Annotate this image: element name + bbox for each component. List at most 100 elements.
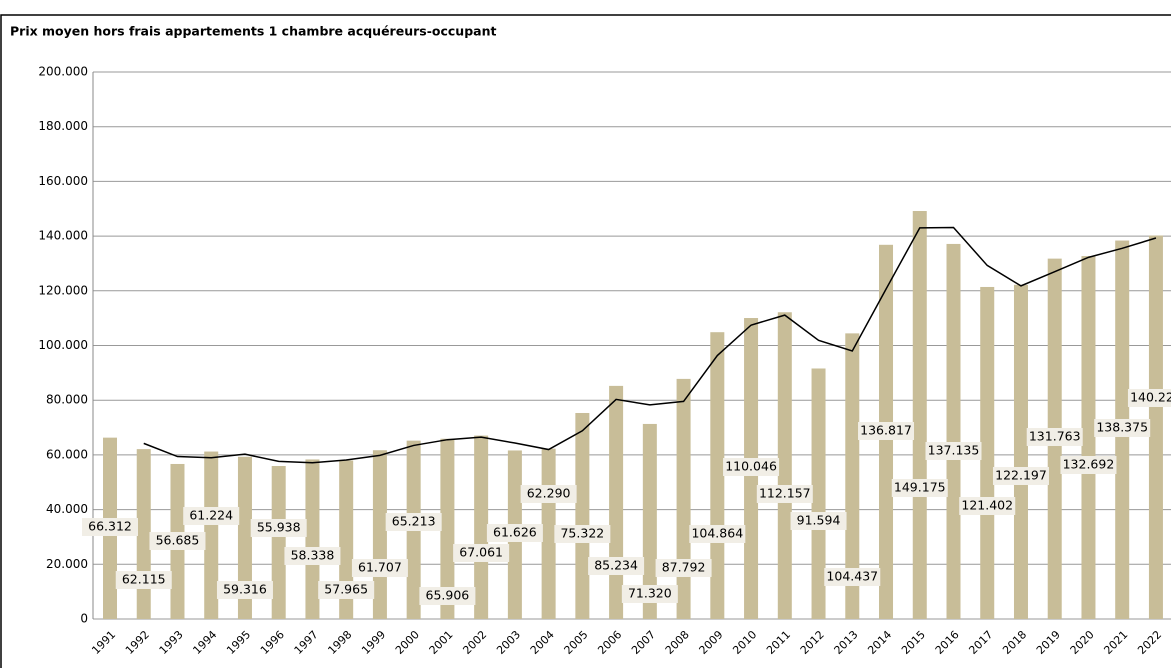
bar (777, 312, 792, 619)
data-label-text: 59.316 (223, 582, 267, 597)
x-tick-label: 2011 (764, 628, 793, 657)
data-label-text: 71.320 (628, 586, 672, 601)
data-label-text: 57.965 (324, 582, 368, 597)
data-label: 112.157 (756, 485, 813, 503)
bar (474, 435, 489, 619)
x-tick-label: 2001 (427, 628, 456, 657)
line (143, 226, 1157, 464)
bar (271, 466, 286, 619)
y-tick-label: 100.000 (38, 338, 88, 352)
x-tick-label: 1999 (359, 628, 388, 657)
data-label: 65.213 (385, 513, 442, 531)
data-label: 57.965 (318, 581, 375, 599)
data-label-text: 136.817 (860, 423, 912, 438)
data-label-text: 137.135 (928, 443, 980, 458)
bar (541, 448, 556, 619)
data-label-box (1094, 419, 1151, 437)
data-label-box (925, 442, 982, 460)
data-label-box (858, 422, 915, 440)
x-tick-label: 2009 (697, 628, 726, 657)
data-label-box (318, 581, 375, 599)
bar (946, 243, 961, 619)
bar (440, 438, 455, 619)
data-label: 104.437 (824, 568, 881, 586)
data-label: 61.626 (486, 524, 543, 542)
chart-title: Prix moyen hors frais appartements 1 cha… (10, 24, 496, 39)
y-tick-label: 180.000 (38, 119, 88, 133)
data-label-text: 132.692 (1063, 457, 1115, 472)
data-label-box (891, 479, 948, 497)
x-tick-label: 2016 (933, 628, 962, 657)
bar (676, 378, 691, 619)
x-tick-label: 1995 (224, 628, 253, 657)
bar (710, 332, 725, 619)
data-label: 87.792 (655, 559, 712, 577)
data-label-text: 149.175 (894, 480, 946, 495)
bar (575, 412, 590, 619)
data-label-text: 62.115 (122, 572, 166, 587)
data-label: 149.175 (891, 479, 948, 497)
data-label: 56.685 (149, 532, 206, 550)
data-label: 62.115 (115, 571, 172, 589)
data-label-text: 112.157 (759, 486, 811, 501)
x-tick-label: 1998 (325, 628, 354, 657)
y-tick-label: 0 (80, 612, 88, 626)
data-label-text: 104.437 (826, 569, 878, 584)
data-label-box (250, 519, 307, 537)
x-tick-label: 2004 (528, 628, 557, 657)
data-label-text: 91.594 (797, 513, 841, 528)
x-tick-label: 2012 (798, 628, 827, 657)
x-tick-label: 2007 (629, 628, 658, 657)
data-label: 65.906 (419, 587, 476, 605)
bar (980, 286, 995, 619)
data-label-text: 61.626 (493, 525, 537, 540)
y-tick-label: 40.000 (46, 502, 88, 516)
y-tick-label: 80.000 (46, 393, 88, 407)
data-label: 110.046 (723, 458, 780, 476)
y-tick-label: 20.000 (46, 557, 88, 571)
bar (372, 450, 387, 619)
data-label-box (689, 525, 746, 543)
bar (339, 460, 354, 619)
x-tick-label: 2005 (562, 628, 591, 657)
data-label-box (149, 532, 206, 550)
data-label: 121.402 (959, 497, 1016, 515)
x-tick-label: 2010 (730, 628, 759, 657)
data-label-text: 104.864 (691, 526, 743, 541)
data-label-box (115, 571, 172, 589)
data-label: 58.338 (284, 547, 341, 565)
data-label: 140.228 (1127, 389, 1171, 407)
data-label-text: 61.707 (358, 560, 402, 575)
data-label: 75.322 (554, 525, 611, 543)
data-label-box (453, 544, 510, 562)
x-tick-label: 2018 (1000, 628, 1029, 657)
bar (1081, 256, 1096, 619)
y-tick-label: 160.000 (38, 174, 88, 188)
data-label-text: 61.224 (189, 508, 233, 523)
x-tick-label: 2020 (1068, 628, 1097, 657)
x-tick-label: 1994 (190, 628, 219, 657)
data-label-box (655, 559, 712, 577)
data-label-text: 140.228 (1130, 390, 1171, 405)
data-label-text: 56.685 (156, 533, 200, 548)
data-label: 138.375 (1094, 419, 1151, 437)
data-label-box (385, 513, 442, 531)
data-label-box (1026, 428, 1083, 446)
x-tick-label: 2017 (966, 628, 995, 657)
data-label-box (486, 524, 543, 542)
x-tick-label: 2019 (1034, 628, 1063, 657)
data-label-box (959, 497, 1016, 515)
bar (811, 368, 826, 619)
data-label-box (992, 467, 1049, 485)
data-label-text: 67.061 (459, 545, 503, 560)
data-label: 55.938 (250, 519, 307, 537)
data-label-text: 75.322 (560, 526, 604, 541)
x-tick-label: 2022 (1135, 628, 1164, 657)
data-label-box (82, 518, 138, 536)
data-label: 104.864 (689, 525, 746, 543)
data-label: 66.312 (82, 518, 138, 536)
data-label: 91.594 (790, 512, 847, 530)
data-label: 59.316 (216, 581, 273, 599)
data-label-box (588, 557, 645, 575)
